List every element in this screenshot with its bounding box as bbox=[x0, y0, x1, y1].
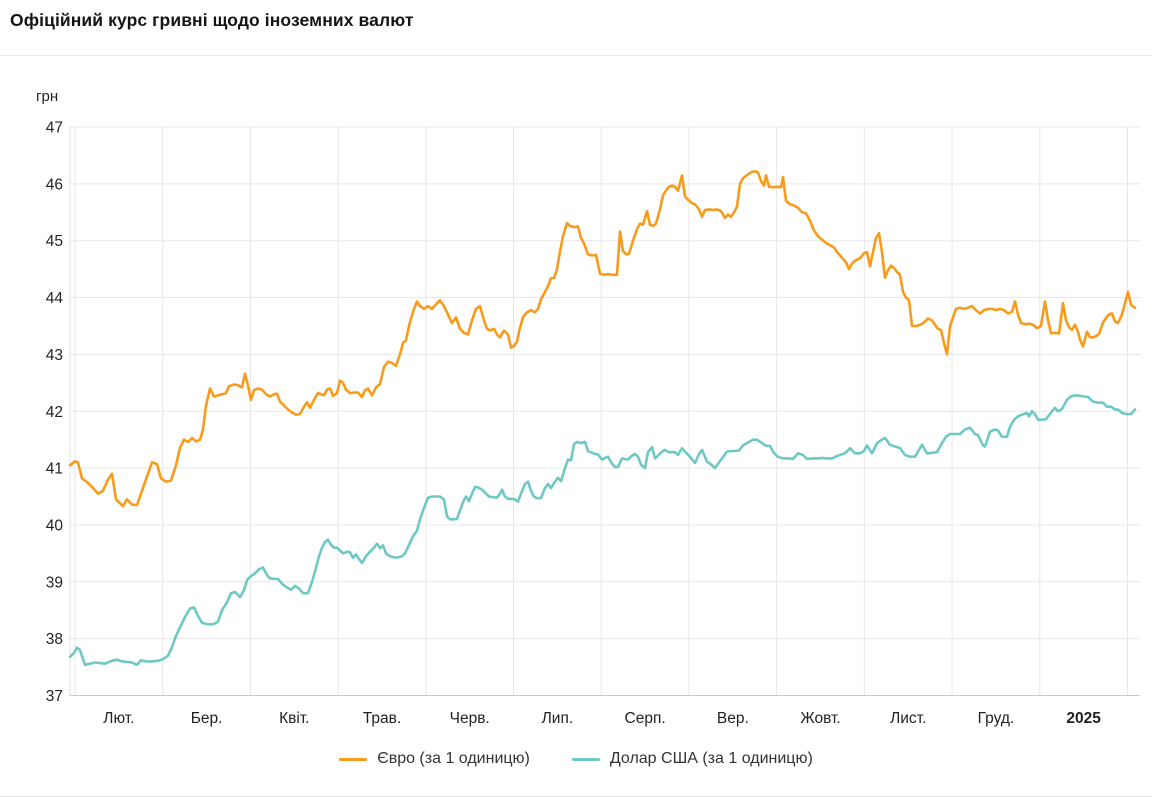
y-tick-label: 40 bbox=[46, 517, 64, 534]
x-tick-label-10: Лист. bbox=[890, 710, 926, 727]
y-tick-label: 41 bbox=[46, 461, 63, 478]
y-tick-label: 45 bbox=[46, 233, 63, 250]
legend-marker-euro bbox=[339, 757, 368, 761]
x-tick-label-11: Груд. bbox=[978, 710, 1015, 727]
x-tick-label-3: Квіт. bbox=[279, 710, 309, 727]
legend-item-euro[interactable]: Євро (за 1 одиницю) bbox=[339, 750, 530, 768]
x-tick-label-9: Жовт. bbox=[800, 710, 840, 727]
y-tick-label: 42 bbox=[46, 404, 63, 421]
y-tick-label: 46 bbox=[46, 176, 63, 193]
chart-legend: Євро (за 1 одиницю) Долар США (за 1 один… bbox=[0, 750, 1152, 768]
x-tick-label-8: Вер. bbox=[717, 710, 749, 727]
y-tick-label: 47 bbox=[46, 120, 63, 137]
x-tick-label-6: Лип. bbox=[542, 710, 574, 727]
y-tick-label: 39 bbox=[46, 574, 63, 591]
legend-marker-usd bbox=[571, 757, 600, 761]
series-line-usd[interactable] bbox=[68, 393, 1137, 667]
y-tick-label: 37 bbox=[46, 688, 63, 705]
y-axis-unit-label: грн bbox=[36, 88, 59, 105]
x-tick-label-12: 2025 bbox=[1066, 710, 1101, 727]
series-line-euro[interactable] bbox=[68, 170, 1137, 508]
x-tick-label-1: Лют. bbox=[103, 710, 134, 727]
y-tick-label: 38 bbox=[46, 631, 63, 648]
title-divider bbox=[0, 55, 1152, 56]
x-tick-label-7: Серп. bbox=[625, 710, 666, 727]
legend-item-usd[interactable]: Долар США (за 1 одиницю) bbox=[571, 750, 813, 768]
legend-label-usd: Долар США (за 1 одиницю) bbox=[609, 750, 813, 767]
x-tick-label-5: Черв. bbox=[450, 710, 490, 727]
y-tick-label: 43 bbox=[46, 347, 63, 364]
x-tick-label-2: Бер. bbox=[191, 710, 223, 727]
legend-label-euro: Євро (за 1 одиницю) bbox=[377, 750, 530, 767]
x-tick-label-4: Трав. bbox=[363, 710, 401, 727]
page-title: Офіційний курс гривні щодо іноземних вал… bbox=[10, 10, 414, 30]
y-tick-label: 44 bbox=[46, 290, 64, 307]
